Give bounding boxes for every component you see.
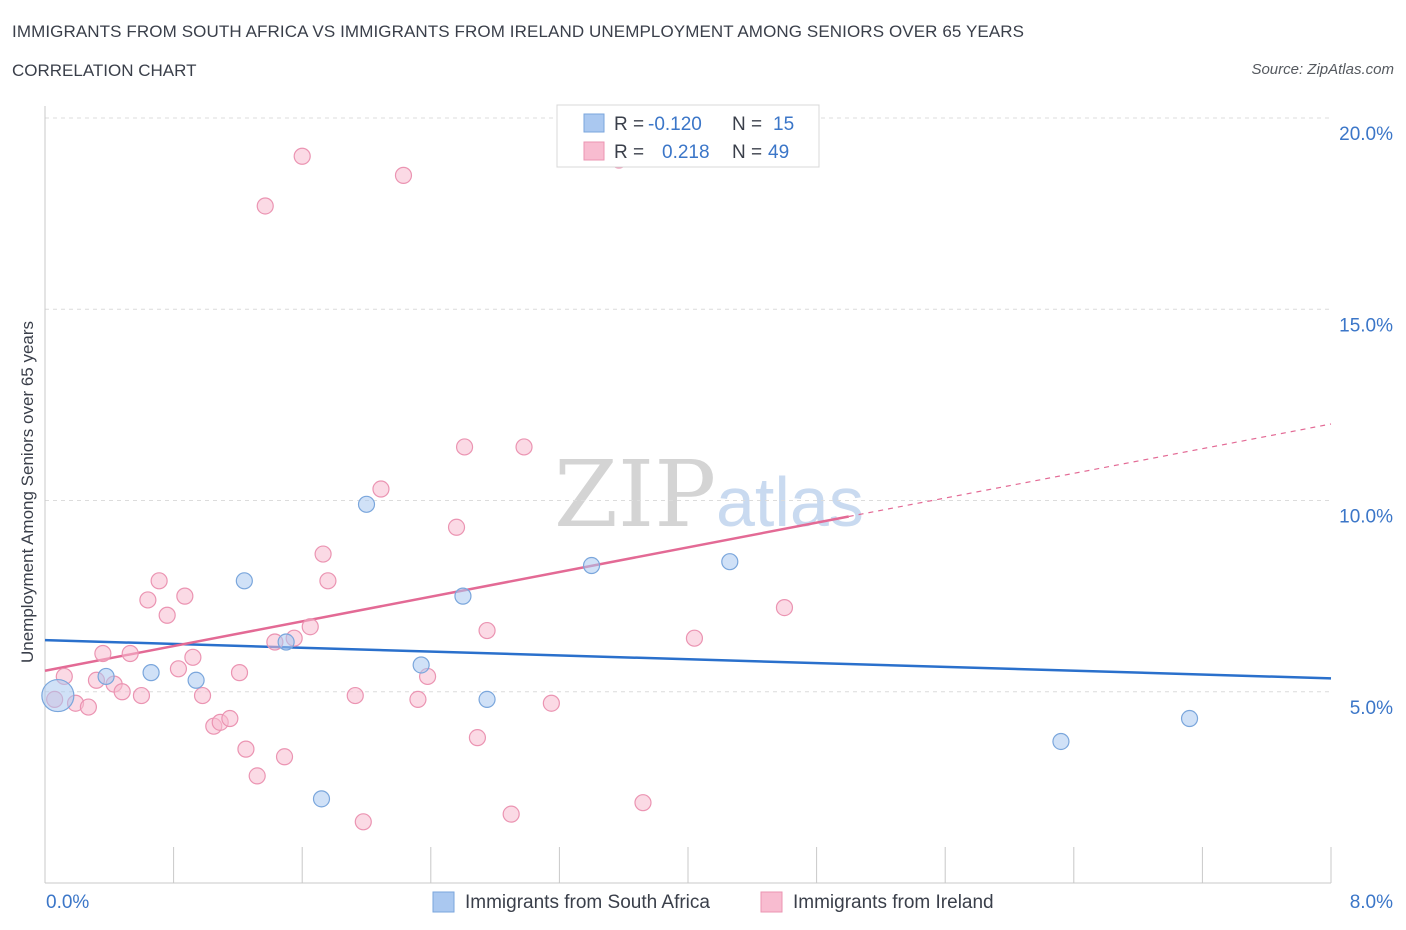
chart-subtitle: CORRELATION CHART bbox=[12, 61, 197, 80]
point-ireland bbox=[113, 683, 131, 701]
point-ireland bbox=[176, 587, 194, 605]
point-ireland bbox=[121, 644, 139, 663]
point-south-africa bbox=[1052, 732, 1070, 751]
point-ireland bbox=[468, 729, 487, 747]
legend-stats-row-blue: R = -0.120 N = 15 bbox=[583, 113, 794, 135]
point-south-africa bbox=[187, 671, 205, 689]
point-south-africa bbox=[235, 572, 253, 590]
legend-item-south-africa: Immigrants from South Africa bbox=[432, 891, 710, 913]
point-ireland bbox=[256, 197, 274, 215]
point-ireland bbox=[314, 545, 332, 563]
trend-line-ireland-extension bbox=[848, 423, 1332, 518]
point-south-africa bbox=[277, 633, 295, 651]
point-ireland bbox=[478, 621, 496, 640]
point-south-africa bbox=[582, 556, 601, 575]
point-ireland bbox=[139, 591, 157, 609]
legend-stats-box: R = -0.120 N = 15 R = 0.218 N = 49 bbox=[556, 104, 820, 168]
point-ireland bbox=[184, 648, 202, 666]
watermark-zip: ZIP bbox=[554, 441, 716, 548]
legend-stats-n-value: 49 bbox=[768, 142, 789, 163]
x-tick-label: 8.0% bbox=[1350, 892, 1393, 913]
trend-line-ireland bbox=[44, 515, 849, 672]
point-ireland bbox=[394, 166, 413, 184]
legend-stats-r-label: R = bbox=[614, 114, 644, 135]
legend-stats-n-value: 15 bbox=[773, 114, 794, 135]
legend-stats-r-value: -0.120 bbox=[648, 114, 702, 135]
point-south-africa bbox=[357, 495, 376, 513]
point-south-africa bbox=[41, 678, 75, 713]
point-south-africa bbox=[1180, 709, 1199, 728]
point-ireland bbox=[502, 805, 520, 823]
legend-label-ireland: Immigrants from Ireland bbox=[793, 892, 994, 913]
point-ireland bbox=[158, 606, 176, 624]
point-ireland bbox=[193, 686, 212, 705]
legend-stats-r-label: R = bbox=[614, 142, 644, 163]
x-tick-label: 0.0% bbox=[46, 892, 89, 913]
legend-label-south-africa: Immigrants from South Africa bbox=[465, 892, 710, 913]
legend-stats-n-label: N = bbox=[732, 114, 762, 135]
point-ireland bbox=[230, 664, 249, 682]
point-ireland bbox=[79, 698, 98, 716]
point-south-africa bbox=[142, 664, 160, 682]
chart-title: IMMIGRANTS FROM SOUTH AFRICA VS IMMIGRAN… bbox=[12, 22, 1025, 41]
legend-swatch-pink bbox=[760, 891, 783, 913]
legend-swatch-blue bbox=[432, 891, 455, 913]
point-south-africa bbox=[478, 690, 496, 709]
source-label: Source: ZipAtlas.com bbox=[1251, 61, 1394, 78]
point-ireland bbox=[372, 480, 390, 498]
point-ireland bbox=[346, 686, 364, 705]
y-tick-label: 5.0% bbox=[1350, 698, 1393, 719]
legend-stats-swatch-blue bbox=[583, 113, 605, 133]
point-ireland bbox=[169, 660, 188, 678]
watermark: ZIP atlas bbox=[554, 441, 864, 548]
bottom-legend: Immigrants from South Africa Immigrants … bbox=[432, 891, 994, 913]
point-ireland bbox=[319, 572, 337, 590]
point-ireland bbox=[94, 644, 112, 663]
point-ireland bbox=[634, 794, 652, 812]
point-ireland bbox=[150, 572, 168, 590]
point-ireland bbox=[132, 686, 151, 705]
point-ireland bbox=[685, 629, 704, 647]
legend-stats-n-label: N = bbox=[732, 142, 762, 163]
point-south-africa bbox=[721, 553, 739, 571]
point-ireland bbox=[542, 694, 560, 712]
point-ireland bbox=[221, 709, 239, 728]
trend-line-south-africa bbox=[44, 638, 1332, 680]
y-tick-label: 10.0% bbox=[1339, 507, 1393, 528]
point-ireland bbox=[275, 748, 294, 766]
point-ireland bbox=[515, 438, 533, 456]
legend-item-ireland: Immigrants from Ireland bbox=[760, 891, 994, 913]
point-ireland bbox=[409, 690, 427, 709]
point-ireland bbox=[455, 438, 474, 456]
point-ireland bbox=[293, 147, 311, 165]
point-ireland bbox=[775, 598, 794, 617]
point-south-africa bbox=[312, 790, 331, 808]
y-tick-label: 15.0% bbox=[1339, 315, 1393, 336]
point-south-africa bbox=[97, 667, 115, 686]
point-ireland bbox=[237, 740, 255, 758]
point-ireland bbox=[354, 813, 372, 831]
y-tick-label: 20.0% bbox=[1339, 124, 1393, 145]
point-ireland bbox=[248, 767, 266, 785]
watermark-atlas: atlas bbox=[716, 463, 864, 541]
point-ireland bbox=[447, 518, 466, 536]
legend-stats-r-value: 0.218 bbox=[662, 142, 710, 163]
point-south-africa bbox=[412, 656, 430, 674]
point-ireland bbox=[301, 618, 319, 636]
legend-stats-swatch-pink bbox=[583, 141, 605, 161]
point-south-africa bbox=[454, 587, 472, 605]
legend-stats-row-pink: R = 0.218 N = 49 bbox=[583, 141, 789, 163]
